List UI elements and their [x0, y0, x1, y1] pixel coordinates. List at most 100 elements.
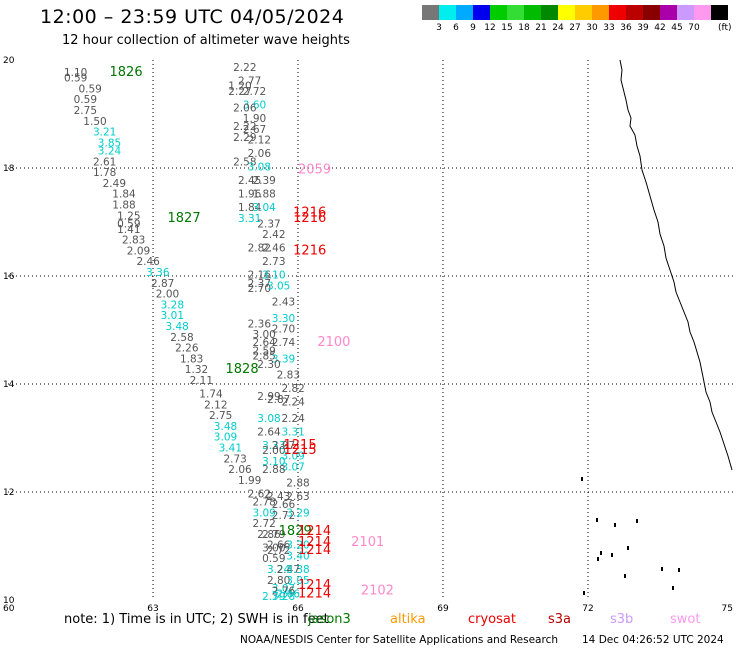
wave-height-value: 3.07	[272, 583, 295, 595]
wave-height-value: 2.58	[170, 332, 193, 344]
satellite-name-jason3: jason3	[308, 612, 351, 627]
wave-height-value: 2.46	[262, 243, 286, 255]
island-mark	[627, 546, 629, 550]
wave-height-value: 2.83	[122, 235, 145, 247]
wave-height-value: 2.49	[103, 178, 126, 190]
wave-height-value: 3.28	[161, 299, 184, 311]
wave-height-value: 1.32	[185, 364, 208, 376]
wave-height-value: 3.00	[262, 542, 285, 554]
wave-height-value: 3.36	[146, 267, 170, 279]
satellite-pass-time: 1214	[298, 586, 331, 601]
legend-swatch	[541, 5, 558, 20]
wave-height-value: 1.25	[117, 210, 140, 222]
wave-height-value: 3.10	[262, 270, 285, 282]
satellite-pass-time: 2102	[361, 584, 394, 599]
wave-height-value: 1.10	[64, 67, 87, 79]
legend-swatch	[660, 5, 677, 20]
wave-height-value: 2.88	[286, 478, 309, 490]
wave-height-value: 1.84	[112, 189, 136, 201]
satellite-pass-time: 1214	[298, 535, 331, 550]
wave-height-value: 2.42	[262, 229, 285, 241]
wave-height-value: 2.72	[252, 518, 275, 530]
legend-label: 21	[535, 23, 547, 33]
map-title: 12:00 – 23:59 UTC 04/05/2024	[40, 6, 345, 28]
wave-height-value: 2.70	[272, 324, 295, 336]
wave-height-value: 1.99	[238, 475, 261, 487]
wave-height-value: 2.79	[262, 591, 285, 603]
satellite-pass-time: 1214	[298, 524, 331, 539]
wave-height-value: 2.82	[248, 243, 271, 255]
island-mark	[596, 518, 598, 522]
island-mark	[611, 553, 613, 557]
wave-height-value: 2.73	[262, 256, 285, 268]
wave-height-value: 1.20	[228, 81, 251, 93]
satellite-name-cryosat: cryosat	[468, 612, 516, 627]
satellite-pass-time: 1216	[293, 211, 326, 226]
wave-height-value: 2.66	[277, 588, 301, 600]
wave-height-value: 3.38	[286, 564, 309, 576]
coastline-path	[619, 59, 733, 471]
wave-height-value: 2.45	[238, 175, 261, 187]
wave-height-value: 2.43	[272, 297, 295, 309]
satellite-name-s3b: s3b	[610, 612, 634, 627]
legend-unit-label: (ft)	[718, 23, 732, 33]
wave-height-value: 1.41	[117, 224, 140, 236]
wave-height-value: 3.05	[286, 575, 309, 587]
wave-height-value: 1.78	[93, 167, 116, 179]
island-mark	[624, 574, 626, 578]
satellite-pass-time: 1829	[279, 524, 312, 539]
wave-height-value: 2.59	[252, 345, 275, 357]
wave-height-value: 3.28	[272, 591, 295, 603]
satellite-pass-time: 1214	[298, 578, 331, 593]
wave-height-value: 2.66	[267, 540, 291, 552]
wave-height-value: 2.63	[286, 491, 309, 503]
island-mark	[581, 477, 583, 481]
wave-height-value: 2.06	[233, 102, 257, 114]
legend-label: 45	[671, 23, 683, 33]
legend-swatch	[626, 5, 643, 20]
satellite-name-s3a: s3a	[548, 612, 572, 627]
satellite-name-altika: altika	[390, 612, 426, 627]
island-mark	[661, 567, 663, 571]
wave-height-value: 2.79	[262, 529, 285, 541]
legend-label: 15	[501, 23, 513, 33]
wave-height-value: 2.67	[243, 124, 266, 136]
satellite-pass-time: 1215	[284, 443, 317, 458]
wave-height-value: 2.72	[243, 86, 266, 98]
wave-height-value: 2.73	[223, 453, 246, 465]
legend-label: 18	[518, 23, 530, 33]
axis-tick-labels: 60 63 66 69 72 75 20 18 16 14 12 10	[3, 56, 733, 614]
wave-height-value: 3.40	[286, 551, 309, 563]
wave-height-value: 2.27	[228, 86, 251, 98]
satellite-pass-time: 1214	[298, 543, 331, 558]
wave-height-value: 2.64	[252, 337, 276, 349]
wave-height-value: 2.64	[257, 426, 281, 438]
satellite-pass-time: 2101	[351, 535, 384, 550]
satellite-pass-time: 1216	[293, 206, 326, 221]
lat-tick-label: 14	[3, 380, 15, 390]
legend-swatch	[575, 5, 592, 20]
wave-height-value: 1.96	[238, 189, 262, 201]
wave-height-value: 2.99	[257, 391, 280, 403]
wave-height-value: 2.75	[74, 105, 97, 117]
lon-tick-label: 72	[582, 604, 593, 614]
wave-height-value: 2.22	[233, 121, 256, 133]
wave-height-value: 0.59	[78, 83, 101, 95]
legend-label: 70	[688, 23, 700, 33]
wave-height-value: 2.12	[204, 399, 227, 411]
legend-label: 12	[484, 23, 496, 33]
wave-height-value: 2.24	[281, 397, 305, 409]
wave-height-value: 2.87	[151, 278, 174, 290]
wave-height-value: 2.66	[272, 499, 296, 511]
island-mark	[614, 523, 616, 527]
wave-height-value: 2.76	[272, 586, 296, 598]
wave-height-value: 3.31	[281, 426, 304, 438]
legend-label: 36	[620, 23, 632, 33]
wave-height-value: 2.83	[277, 370, 300, 382]
wave-height-value: 2.62	[248, 488, 271, 500]
satellite-pass-time: 2059	[298, 162, 331, 177]
wave-height-value: 2.09	[127, 245, 150, 257]
wave-height-value: 3.24	[267, 564, 291, 576]
legend-label: 27	[569, 23, 581, 33]
wave-height-value: 3.21	[93, 127, 116, 139]
